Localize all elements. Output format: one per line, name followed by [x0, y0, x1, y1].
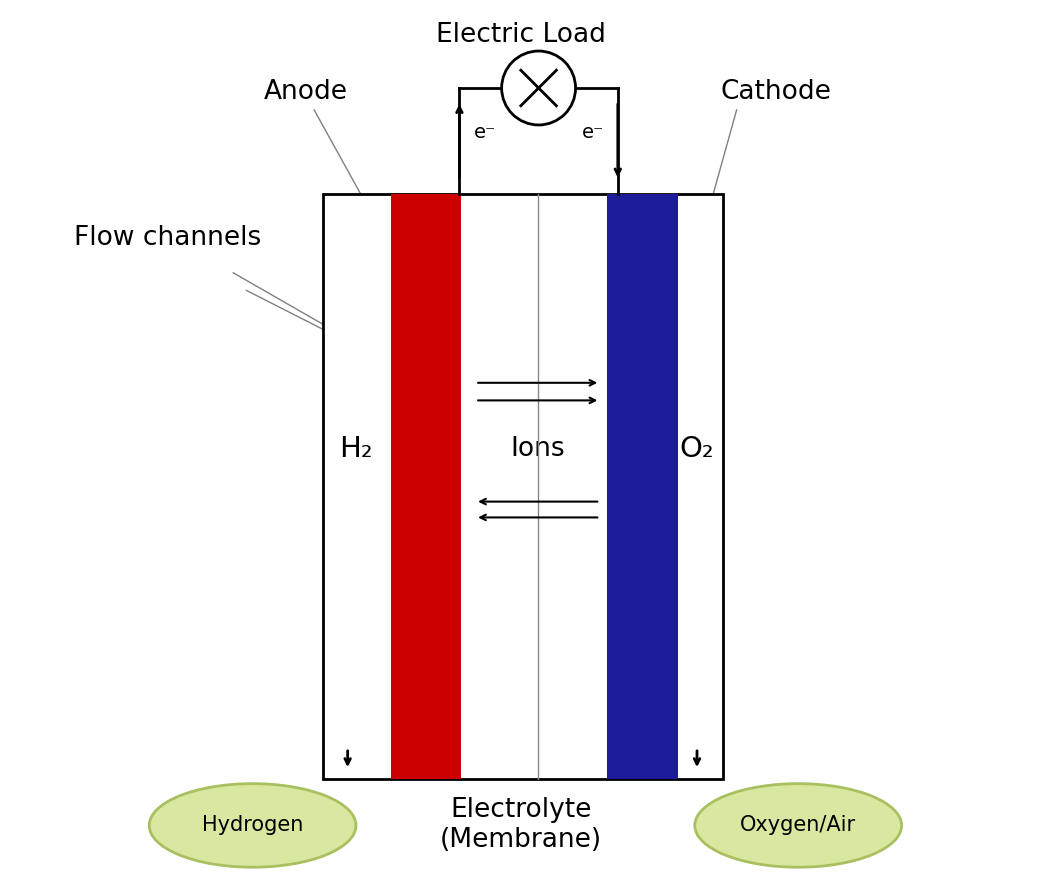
Text: e⁻: e⁻	[581, 122, 603, 142]
Text: Flow channels: Flow channels	[74, 224, 260, 251]
Text: Hydrogen: Hydrogen	[202, 816, 303, 835]
Text: Cathode: Cathode	[721, 79, 832, 106]
Bar	[323, 194, 723, 779]
Text: H₂: H₂	[339, 435, 372, 463]
Ellipse shape	[149, 783, 356, 868]
Ellipse shape	[695, 783, 901, 868]
Bar	[607, 194, 677, 779]
Text: O₂: O₂	[679, 435, 715, 463]
Text: e⁻: e⁻	[473, 122, 496, 142]
Text: Ions: Ions	[511, 436, 565, 462]
Text: Electrolyte
(Membrane): Electrolyte (Membrane)	[440, 797, 602, 854]
Bar	[391, 194, 462, 779]
Text: Anode: Anode	[264, 79, 347, 106]
Text: Electric Load: Electric Load	[436, 22, 606, 48]
Text: Oxygen/Air: Oxygen/Air	[740, 816, 857, 835]
Circle shape	[501, 51, 575, 125]
